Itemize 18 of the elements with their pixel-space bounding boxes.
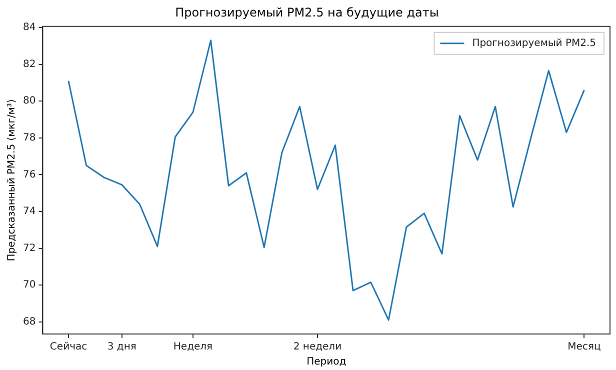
y-tick-label: 76 (22, 169, 36, 180)
y-tick-label: 72 (22, 242, 36, 254)
x-tick-label: 2 недели (293, 342, 342, 353)
y-tick-label: 78 (22, 132, 36, 144)
x-tick-label: 3 дня (107, 342, 136, 353)
y-tick-label: 68 (22, 316, 36, 328)
x-tick-label: Неделя (173, 342, 213, 353)
y-tick-label: 82 (22, 58, 36, 70)
y-tick-label: 74 (22, 206, 36, 218)
x-axis-title: Период (306, 356, 346, 368)
y-axis-title: Предсказанный PM2.5 (мкг/м³) (6, 99, 18, 262)
y-tick-label: 84 (22, 22, 36, 34)
y-tick-label: 70 (22, 280, 36, 291)
x-tick-label: Месяц (568, 342, 601, 353)
x-tick-label: Сейчас (50, 342, 88, 353)
chart-title: Прогнозируемый PM2.5 на будущие даты (175, 5, 439, 20)
y-tick-label: 80 (22, 96, 36, 107)
legend-label: Прогнозируемый PM2.5 (472, 38, 596, 49)
